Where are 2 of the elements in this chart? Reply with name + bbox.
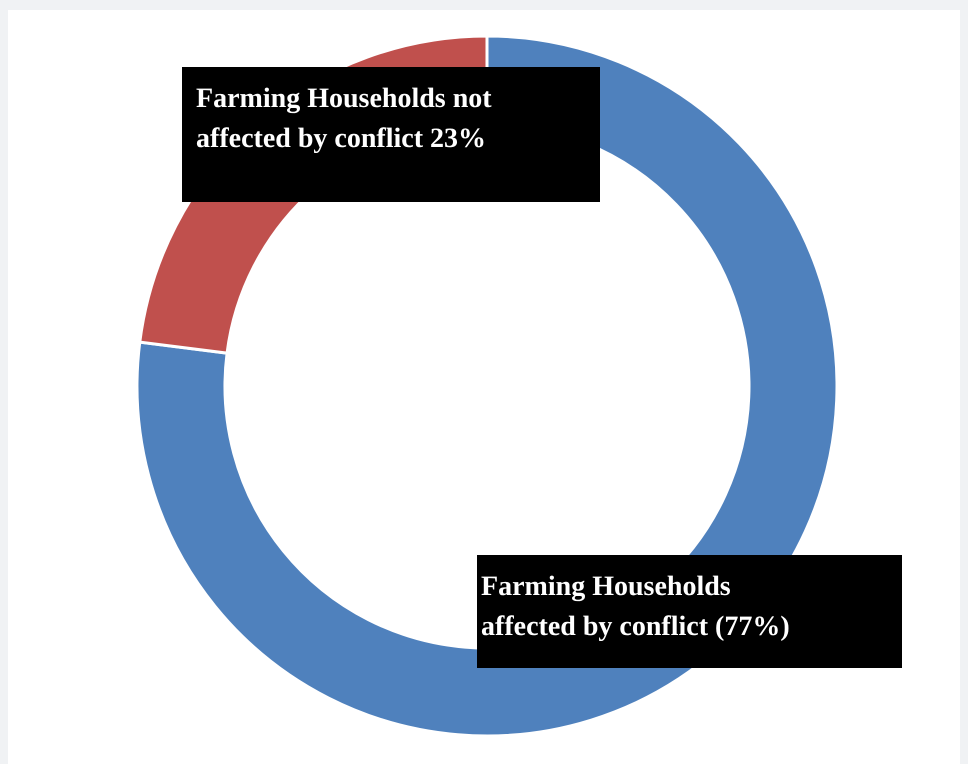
slice-label: Farming Households affected by conflict (77%): [481, 571, 790, 642]
slice-label: Farming Households not affected by conflict 23%: [196, 83, 492, 154]
